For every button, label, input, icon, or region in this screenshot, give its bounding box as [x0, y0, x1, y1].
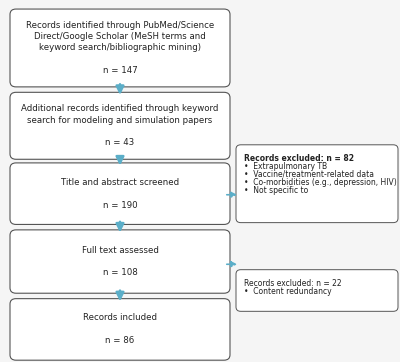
Text: Full text assessed

n = 108: Full text assessed n = 108 [82, 245, 158, 278]
Text: •  Not specific to: • Not specific to [244, 186, 311, 195]
Text: Records identified through PubMed/Science
Direct/Google Scholar (MeSH terms and
: Records identified through PubMed/Scienc… [26, 21, 214, 75]
Text: Records included

n = 86: Records included n = 86 [83, 313, 157, 345]
Text: Records excluded: n = 82: Records excluded: n = 82 [244, 154, 354, 163]
Text: •  Co-morbidities (e.g., depression, HIV): • Co-morbidities (e.g., depression, HIV) [244, 178, 397, 187]
FancyBboxPatch shape [10, 92, 230, 159]
Text: Records excluded: n = 22: Records excluded: n = 22 [244, 279, 342, 288]
Text: Additional records identified through keyword
search for modeling and simulation: Additional records identified through ke… [21, 104, 219, 147]
Text: •  Content redundancy: • Content redundancy [244, 287, 332, 296]
FancyBboxPatch shape [10, 9, 230, 87]
Text: •  Vaccine/treatment-related data: • Vaccine/treatment-related data [244, 170, 374, 179]
Text: •  Extrapulmonary TB: • Extrapulmonary TB [244, 162, 327, 171]
FancyBboxPatch shape [236, 270, 398, 311]
FancyBboxPatch shape [10, 299, 230, 360]
FancyBboxPatch shape [10, 230, 230, 293]
Text: Title and abstract screened

n = 190: Title and abstract screened n = 190 [61, 178, 179, 210]
FancyBboxPatch shape [236, 145, 398, 223]
FancyBboxPatch shape [10, 163, 230, 224]
